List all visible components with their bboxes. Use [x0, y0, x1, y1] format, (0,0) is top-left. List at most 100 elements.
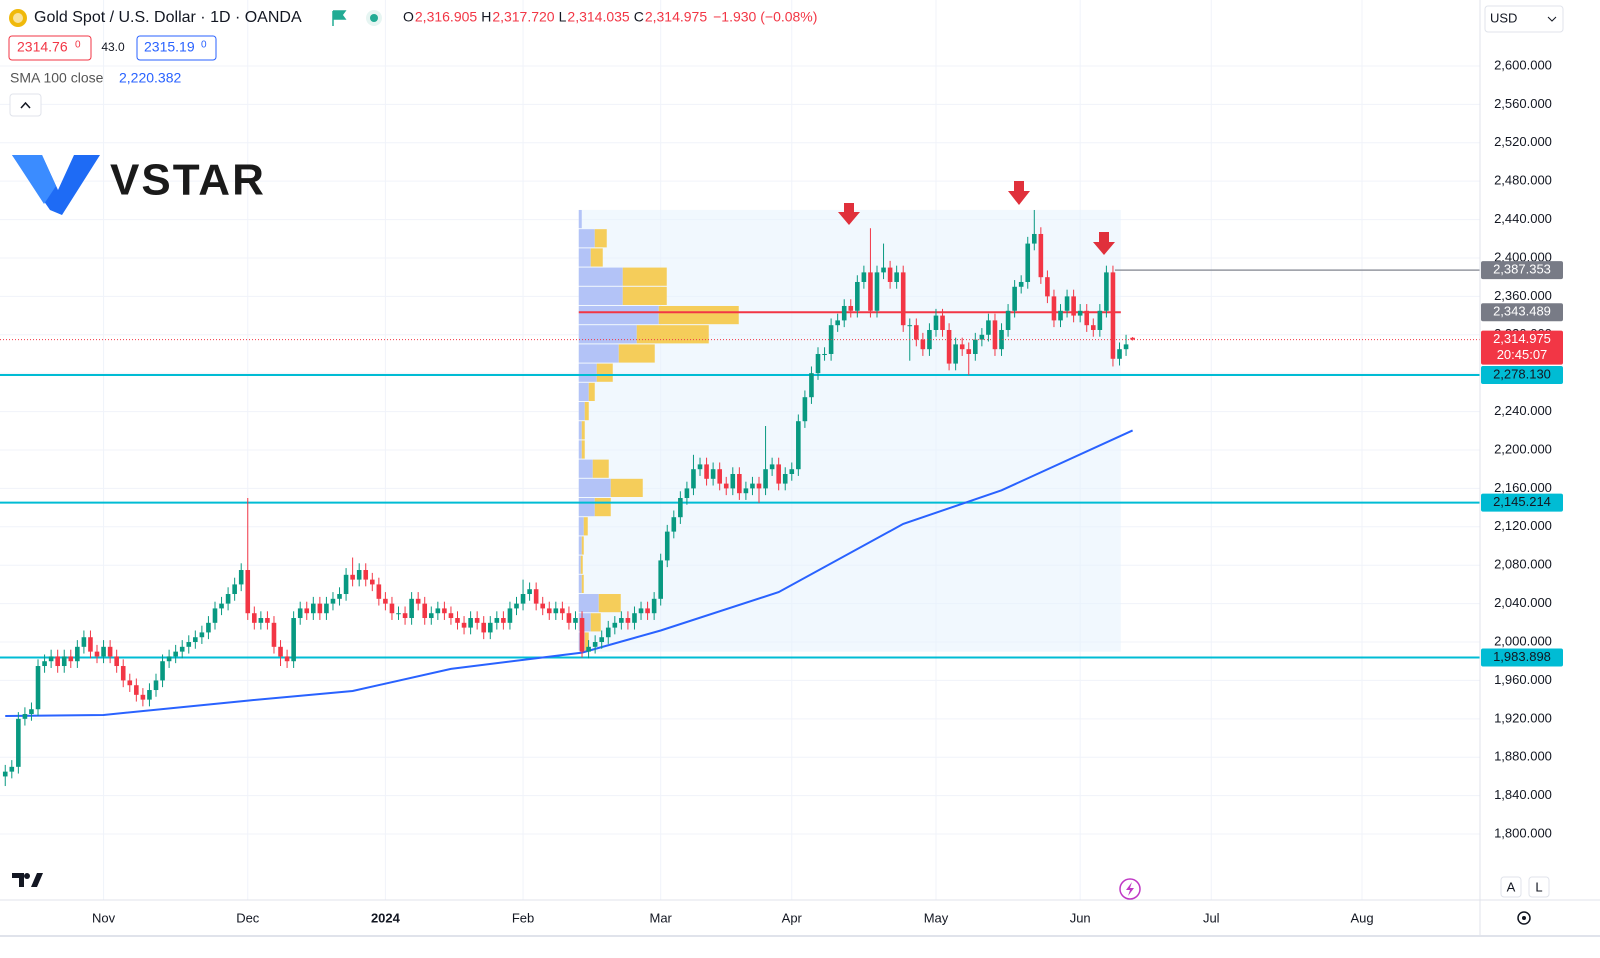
ohlc-key: L: [559, 9, 567, 25]
tv-logo[interactable]: [12, 873, 43, 887]
y-tick-label: 2,560.000: [1494, 96, 1552, 111]
candle-body: [953, 344, 958, 364]
symbol-icon: [13, 13, 23, 23]
candle-body: [894, 272, 899, 282]
auto-scale-button[interactable]: [1500, 876, 1522, 898]
bid-box[interactable]: [8, 35, 92, 61]
last-price-box: [1481, 330, 1563, 365]
arrow: [838, 203, 860, 225]
candle-body: [973, 339, 978, 354]
candle-body: [782, 474, 788, 484]
candle-body: [468, 618, 473, 628]
candle-body: [16, 718, 21, 767]
flag-icon[interactable]: [332, 10, 347, 26]
y-tick-label: 1,800.000: [1494, 825, 1552, 840]
profile-up-bar: [578, 267, 623, 286]
lightning-button[interactable]: [1119, 878, 1141, 900]
candle-body: [940, 315, 945, 330]
candle-body: [579, 618, 585, 652]
candle-body: [651, 598, 657, 614]
arrow: [1008, 181, 1030, 205]
profile-up-bar: [578, 325, 637, 344]
last-price-label: 2,314.975: [1493, 331, 1551, 346]
collapse-button[interactable]: [9, 93, 42, 117]
x-tick-label: Nov: [92, 910, 116, 925]
candle-body: [317, 603, 323, 614]
candle-body: [763, 469, 768, 489]
profile-down-bar: [598, 594, 621, 613]
candle-body: [1077, 310, 1083, 316]
profile-down-bar: [610, 478, 643, 498]
ohlc-change: −1.930 (−0.08%): [713, 9, 817, 25]
profile-down-bar: [581, 421, 585, 440]
settings-button[interactable]: [1517, 911, 1531, 925]
log-scale-label: L: [1535, 879, 1542, 894]
candle-body: [881, 267, 886, 273]
candle-body: [841, 305, 847, 321]
candle-body: [612, 622, 618, 628]
candle-body: [22, 714, 28, 719]
candle-body: [166, 656, 172, 662]
ask-box[interactable]: [136, 35, 217, 61]
symbol-title[interactable]: Gold Spot / U.S. Dollar · 1D · OANDA: [34, 9, 302, 26]
price-label: 2,145.214: [1493, 494, 1551, 509]
candle-body: [691, 469, 696, 489]
auto-scale-label: A: [1507, 879, 1516, 894]
candle-body: [560, 608, 565, 614]
profile-up-bar: [578, 305, 659, 325]
candle-body: [946, 329, 952, 364]
candle-body: [396, 613, 401, 615]
y-tick-label: 2,000.000: [1494, 633, 1552, 648]
candle-body: [1018, 281, 1024, 287]
profile-up-bar: [578, 421, 582, 440]
ohlc-legend: O 2,316.905 H 2,317.720 L 2,314.035 C 2,314.975…: [403, 9, 817, 25]
candle-body: [809, 373, 814, 398]
profile-down-bar: [592, 459, 609, 478]
candle-body: [501, 618, 506, 623]
candle-body: [914, 325, 919, 340]
y-tick-label: 2,040.000: [1494, 595, 1552, 610]
candle-body: [933, 315, 939, 330]
candle-body: [402, 613, 408, 619]
candle-body: [861, 272, 867, 282]
profile-area: [578, 209, 1121, 652]
candle-body: [959, 344, 965, 350]
candle-body: [1005, 310, 1011, 330]
profile-down-bar: [584, 632, 589, 651]
candle-body: [179, 646, 185, 652]
price-label: 2,278.130: [1493, 366, 1551, 381]
price-axis: 1,800.000 1,840.000 1,880.000 1,920.000 1,96…: [92, 57, 1563, 925]
tv-logo: [24, 873, 30, 879]
candle-body: [422, 603, 428, 619]
candle-body: [638, 608, 644, 614]
candle-body: [1104, 272, 1109, 311]
candle-body: [415, 598, 421, 604]
candle-body: [330, 598, 336, 604]
price-label: 2,343.489: [1493, 304, 1551, 319]
candle-body: [986, 320, 991, 335]
plot: [0, 209, 1480, 787]
candle-body: [284, 656, 290, 662]
candle-body: [1051, 296, 1057, 321]
log-scale-button[interactable]: [1528, 876, 1550, 898]
brand-name: VSTAR: [110, 156, 266, 205]
y-tick-label: 2,400.000: [1494, 249, 1552, 264]
candle-body: [238, 570, 244, 585]
indicator-name[interactable]: SMA 100 close: [10, 70, 104, 86]
x-tick-label: 2024: [371, 910, 401, 925]
candle-body: [664, 531, 670, 561]
currency-select[interactable]: [1484, 5, 1564, 33]
profile-down-bar: [583, 517, 588, 536]
price-label-box: [1481, 303, 1563, 322]
candle-body: [599, 637, 605, 643]
candle-body: [324, 603, 329, 614]
y-tick-label: 2,600.000: [1494, 57, 1552, 72]
y-tick-label: 2,440.000: [1494, 211, 1552, 226]
profile-down-bar: [584, 401, 589, 421]
price-label-box: [1481, 365, 1563, 384]
candle-body: [9, 766, 15, 772]
y-tick-label: 2,480.000: [1494, 173, 1552, 188]
candle-body: [350, 574, 355, 580]
ohlc-value: 2,314.975: [645, 9, 707, 25]
candle-body: [487, 622, 493, 633]
